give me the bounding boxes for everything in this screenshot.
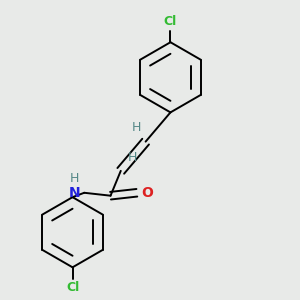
Text: H: H: [69, 172, 79, 185]
Text: Cl: Cl: [66, 281, 79, 294]
Text: H: H: [128, 151, 137, 164]
Text: Cl: Cl: [164, 15, 177, 28]
Text: O: O: [141, 186, 153, 200]
Text: H: H: [132, 121, 141, 134]
Text: N: N: [69, 186, 81, 200]
